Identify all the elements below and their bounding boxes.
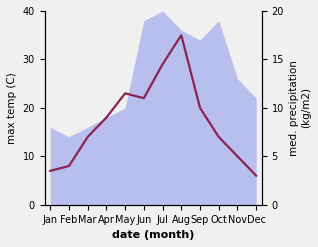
Y-axis label: med. precipitation
(kg/m2): med. precipitation (kg/m2)	[289, 60, 311, 156]
X-axis label: date (month): date (month)	[112, 230, 194, 240]
Y-axis label: max temp (C): max temp (C)	[7, 72, 17, 144]
